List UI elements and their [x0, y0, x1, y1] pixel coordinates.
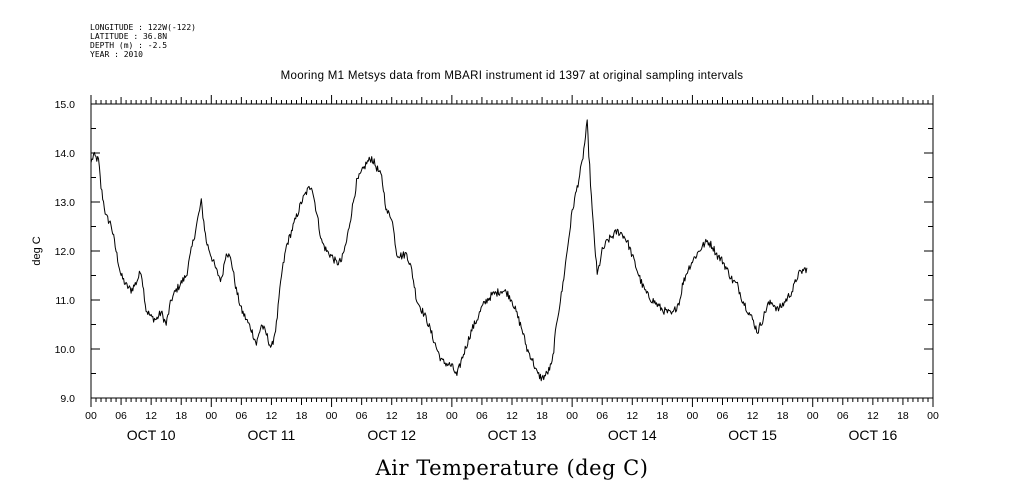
y-axis-title: deg C: [31, 236, 43, 265]
x-tick-label: 18: [416, 410, 428, 422]
x-tick-label: 00: [446, 410, 458, 422]
x-tick-label: 12: [867, 410, 879, 422]
x-tick-label: 06: [596, 410, 608, 422]
x-tick-label: 18: [777, 410, 789, 422]
x-tick-label: 12: [386, 410, 398, 422]
series-group: [90, 119, 808, 382]
y-tick-label: 12.0: [55, 246, 76, 258]
y-tick-label: 9.0: [60, 393, 75, 405]
x-tick-label: 00: [566, 410, 578, 422]
x-tick-label: 00: [326, 410, 338, 422]
x-tick-label: 18: [897, 410, 909, 422]
day-label: OCT 12: [367, 427, 416, 443]
x-tick-label: 12: [747, 410, 759, 422]
latitude-label: LATITUDE : 36.8N: [90, 32, 167, 41]
y-tick-label: 11.0: [55, 295, 75, 307]
x-tick-label: 06: [837, 410, 849, 422]
x-tick-label: 18: [296, 410, 308, 422]
x-tick-label: 12: [506, 410, 518, 422]
x-tick-label: 06: [476, 410, 488, 422]
y-tick-label: 14.0: [55, 148, 76, 160]
y-tick-label: 13.0: [55, 197, 76, 209]
x-tick-label: 06: [717, 410, 729, 422]
longitude-label: LONGITUDE : 122W(-122): [90, 23, 196, 32]
plot-frame: [90, 103, 934, 399]
chart-title: Mooring M1 Metsys data from MBARI instru…: [281, 70, 744, 82]
y-axis: 9.0 10.0 11.0 12.0 13.0 14.0 15.0: [55, 99, 933, 405]
day-label: OCT 10: [127, 427, 176, 443]
y-tick-label: 10.0: [55, 344, 76, 356]
x-axis-title: Air Temperature (deg C): [375, 456, 649, 480]
y-tick-label: 15.0: [55, 99, 76, 111]
day-label: OCT 16: [848, 427, 897, 443]
day-label: OCT 11: [248, 427, 296, 443]
x-axis: 00 06 12 18 00 06 12 18 00 06 12 18 00 06 12 18 00 06 12 18…: [85, 95, 939, 443]
x-tick-label: 00: [85, 410, 97, 422]
depth-label: DEPTH (m) : -2.5: [90, 41, 167, 50]
year-label: YEAR : 2010: [90, 50, 143, 59]
x-tick-label: 00: [927, 410, 939, 422]
x-tick-label: 12: [626, 410, 638, 422]
x-tick-label: 18: [657, 410, 669, 422]
x-tick-label: 00: [687, 410, 699, 422]
x-tick-label: 00: [205, 410, 217, 422]
x-tick-label: 18: [175, 410, 187, 422]
x-tick-label: 06: [356, 410, 368, 422]
x-tick-label: 18: [536, 410, 548, 422]
x-tick-label: 06: [115, 410, 127, 422]
day-label: OCT 13: [488, 427, 537, 443]
x-tick-label: 06: [236, 410, 248, 422]
series-line: [90, 119, 808, 382]
day-label: OCT 15: [728, 427, 777, 443]
x-tick-label: 12: [145, 410, 157, 422]
x-tick-label: 00: [807, 410, 819, 422]
day-label: OCT 14: [608, 427, 657, 443]
x-tick-label: 12: [266, 410, 278, 422]
